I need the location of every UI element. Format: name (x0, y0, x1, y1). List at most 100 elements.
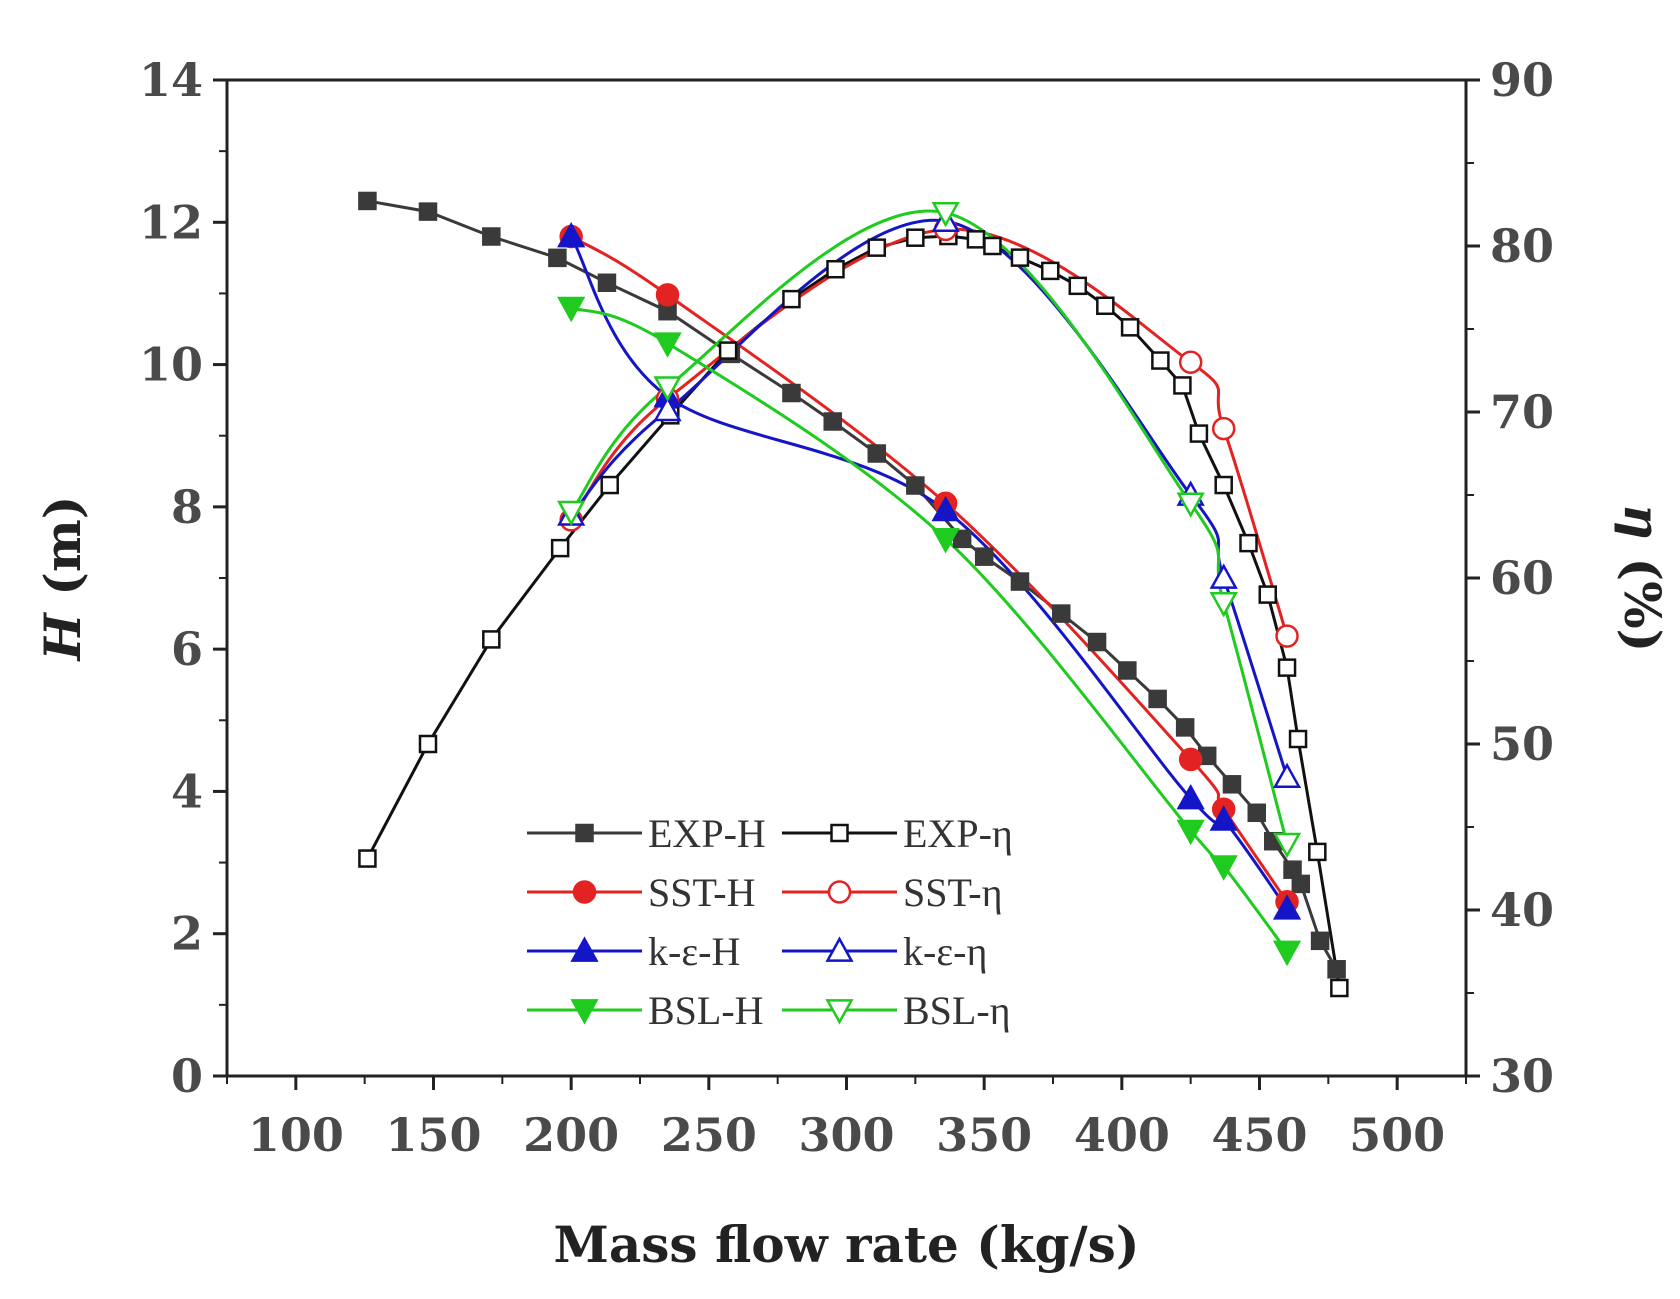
data-point (906, 476, 925, 495)
data-point (1330, 978, 1349, 998)
legend-label: EXP-η (903, 811, 1013, 856)
data-point (1214, 475, 1233, 495)
data-point (1087, 632, 1107, 652)
data-point (1175, 718, 1195, 737)
data-point (826, 259, 845, 279)
data-point (1176, 783, 1205, 810)
series-markers (358, 191, 1349, 998)
legend-marker (570, 999, 599, 1025)
data-point (1310, 931, 1330, 951)
y-right-title-unit: (%) (1613, 540, 1672, 652)
legend-label: SST-η (903, 870, 1003, 915)
data-point (983, 236, 1002, 256)
data-point (1222, 775, 1242, 794)
y-right-tick-label: 90 (1490, 53, 1554, 107)
y-left-title-unit: (m) (33, 496, 92, 614)
y-right-tick-label: 40 (1490, 883, 1554, 937)
data-point (782, 289, 801, 309)
x-tick-label: 500 (1349, 1108, 1445, 1162)
x-tick-label: 150 (385, 1108, 481, 1162)
plot-frame (225, 78, 1468, 1078)
data-point (1209, 805, 1238, 831)
x-tick-label: 100 (248, 1108, 344, 1162)
data-point (1010, 572, 1030, 591)
legend-marker (827, 880, 852, 904)
data-point (1040, 261, 1060, 281)
series-line-exp-h-0 (367, 199, 1338, 971)
x-axis-title: Mass flow rate (kg/s) (554, 1215, 1140, 1274)
data-point (1291, 874, 1311, 894)
y-left-tick-label: 6 (171, 622, 203, 676)
data-point (1148, 689, 1167, 709)
data-point (1176, 492, 1205, 518)
data-point (557, 221, 586, 248)
y-right-tick-label: 30 (1490, 1049, 1554, 1103)
data-point (1173, 376, 1192, 395)
data-point (1120, 318, 1140, 337)
data-point (1272, 762, 1302, 789)
data-point (482, 227, 501, 246)
data-point (1247, 803, 1266, 823)
data-point (1239, 533, 1258, 553)
y-left-tick-label: 4 (171, 764, 203, 818)
legend-label: EXP-H (648, 811, 766, 856)
data-point (1209, 592, 1238, 618)
y-left-tick-label: 2 (171, 907, 203, 961)
x-tick-label: 450 (1211, 1108, 1307, 1162)
data-point (548, 248, 567, 268)
series-lines (366, 199, 1341, 989)
legend-label: k-ε-H (648, 929, 740, 974)
data-point (867, 238, 887, 257)
data-point (1275, 624, 1299, 648)
data-point (482, 630, 501, 649)
y-left-tick-label: 0 (171, 1049, 203, 1103)
data-point (1272, 940, 1302, 967)
data-point (600, 475, 619, 495)
data-point (550, 538, 570, 558)
data-point (931, 201, 960, 228)
data-point (906, 228, 925, 247)
data-point (1118, 661, 1137, 680)
x-tick-label: 250 (661, 1108, 757, 1162)
series-line-sst--3 (569, 227, 1289, 637)
data-point (974, 547, 994, 566)
x-tick-label: 200 (523, 1108, 619, 1162)
legend-label: BSL-H (648, 988, 764, 1033)
y-right-tick-label: 70 (1490, 385, 1554, 439)
y-right-tick-label: 60 (1490, 551, 1554, 605)
data-point (1308, 842, 1327, 862)
legend-label: BSL-η (903, 988, 1011, 1033)
data-point (1189, 424, 1209, 443)
series-line-exp--1 (366, 234, 1341, 989)
data-point (931, 528, 960, 554)
data-point (418, 202, 438, 221)
y-left-tick-label: 8 (171, 480, 203, 534)
y-left-tick-label: 10 (139, 338, 203, 392)
legend-marker (572, 880, 597, 904)
data-point (1151, 351, 1170, 370)
legend-marker (825, 999, 854, 1025)
legend-marker (825, 936, 854, 962)
legend-label: SST-H (648, 870, 755, 915)
data-point (1277, 658, 1297, 677)
data-point (1178, 350, 1203, 374)
data-point (653, 395, 682, 422)
axis-ticks (213, 78, 1480, 1090)
tick-labels: 100 150 200 250 300 350 400 450 500 0 2 4 6 8 10 12 14 30… (139, 53, 1554, 1162)
data-point (655, 283, 680, 307)
data-point (952, 529, 972, 549)
data-point (1176, 819, 1205, 846)
data-point (1209, 563, 1238, 589)
data-point (782, 383, 801, 403)
data-point (1258, 585, 1278, 604)
legend-marker (570, 936, 599, 962)
legend-label: k-ε-η (903, 929, 987, 974)
y-left-axis-title: H (m) (33, 496, 92, 663)
data-point (1211, 416, 1236, 441)
data-point (966, 230, 986, 249)
data-point (1010, 248, 1030, 267)
data-point (1272, 894, 1302, 920)
data-point (557, 500, 586, 527)
y-left-tick-label: 12 (139, 195, 203, 249)
